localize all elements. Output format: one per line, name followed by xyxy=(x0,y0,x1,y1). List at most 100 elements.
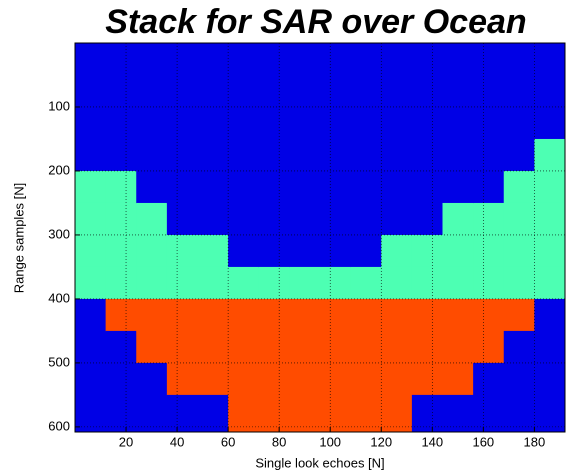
heatmap-cell xyxy=(228,43,260,76)
heatmap-cell xyxy=(503,106,535,140)
heatmap-cell xyxy=(320,362,352,396)
heatmap-cell xyxy=(197,43,229,76)
heatmap-cell xyxy=(503,298,535,332)
x-tick-label: 120 xyxy=(370,434,392,449)
heatmap-cell xyxy=(166,362,198,396)
heatmap-cell xyxy=(320,106,352,140)
heatmap-cell xyxy=(442,74,474,108)
heatmap-cell xyxy=(411,330,443,364)
heatmap-cell xyxy=(228,234,260,268)
heatmap-cell xyxy=(258,106,290,140)
heatmap-cell xyxy=(381,74,413,108)
heatmap-cell xyxy=(381,298,413,332)
heatmap-cell xyxy=(503,170,535,204)
heatmap-cell xyxy=(228,202,260,236)
heatmap-cell xyxy=(320,330,352,364)
heatmap-cell xyxy=(166,330,198,364)
heatmap-cell xyxy=(411,74,443,108)
heatmap-cell xyxy=(381,362,413,396)
heatmap-cell xyxy=(442,330,474,364)
heatmap-cell xyxy=(381,266,413,300)
heatmap-cell xyxy=(289,362,321,396)
heatmap-cell xyxy=(442,298,474,332)
heatmap-cell xyxy=(350,298,382,332)
heatmap-cell xyxy=(258,43,290,76)
heatmap-cell xyxy=(197,202,229,236)
x-tick-label: 140 xyxy=(421,434,443,449)
heatmap-cell xyxy=(350,330,382,364)
heatmap-cell xyxy=(534,170,566,204)
heatmap-cell xyxy=(381,106,413,140)
heatmap-cell xyxy=(289,330,321,364)
heatmap-cell xyxy=(411,170,443,204)
heatmap-cell xyxy=(75,330,107,364)
heatmap-cell xyxy=(503,138,535,172)
heatmap-cell xyxy=(534,394,566,433)
heatmap-cell xyxy=(289,298,321,332)
heatmap-cell xyxy=(197,138,229,172)
heatmap-cell xyxy=(503,43,535,76)
heatmap-cell xyxy=(411,298,443,332)
heatmap-cell xyxy=(75,138,107,172)
heatmap-cell xyxy=(411,106,443,140)
x-tick-label: 40 xyxy=(170,434,184,449)
heatmap-cell xyxy=(258,138,290,172)
heatmap-cell xyxy=(228,138,260,172)
y-tick-label: 100 xyxy=(48,98,70,113)
heatmap-cell xyxy=(105,330,137,364)
heatmap-cell xyxy=(381,234,413,268)
heatmap-cell xyxy=(320,202,352,236)
heatmap-cell xyxy=(197,394,229,433)
heatmap-cell xyxy=(166,74,198,108)
heatmap-cell xyxy=(320,394,352,433)
y-axis-label: Range samples [N] xyxy=(11,183,26,294)
heatmap-cell xyxy=(136,266,168,300)
heatmap-cell xyxy=(228,266,260,300)
heatmap-cell xyxy=(228,170,260,204)
heatmap-cell xyxy=(75,266,107,300)
heatmap-cell xyxy=(105,202,137,236)
heatmap-cell xyxy=(534,138,566,172)
heatmap-cell xyxy=(320,266,352,300)
heatmap-cell xyxy=(381,138,413,172)
heatmap-cell xyxy=(289,138,321,172)
heatmap-cell xyxy=(136,362,168,396)
heatmap-cell xyxy=(197,266,229,300)
heatmap-cell xyxy=(320,138,352,172)
heatmap-cell xyxy=(75,202,107,236)
heatmap-cell xyxy=(289,234,321,268)
heatmap-cell xyxy=(320,43,352,76)
heatmap-cell xyxy=(411,234,443,268)
heatmap-cell xyxy=(503,394,535,433)
heatmap-cell xyxy=(534,362,566,396)
heatmap-cell xyxy=(289,266,321,300)
heatmap-cell xyxy=(136,106,168,140)
heatmap-cell xyxy=(350,394,382,433)
heatmap-cell xyxy=(473,298,505,332)
heatmap-cell xyxy=(166,170,198,204)
x-tick-label: 100 xyxy=(319,434,341,449)
heatmap-cell xyxy=(136,74,168,108)
heatmap-cell xyxy=(320,234,352,268)
heatmap-cell xyxy=(503,362,535,396)
heatmap-cell xyxy=(197,330,229,364)
heatmap-cell xyxy=(289,202,321,236)
heatmap-cell xyxy=(166,138,198,172)
heatmap-cell xyxy=(473,362,505,396)
heatmap-cell xyxy=(442,234,474,268)
heatmap-cell xyxy=(473,234,505,268)
heatmap-cell xyxy=(136,202,168,236)
heatmap-cell xyxy=(258,74,290,108)
heatmap-cell xyxy=(411,202,443,236)
heatmap-cell xyxy=(136,43,168,76)
heatmap-cell xyxy=(166,394,198,433)
heatmap-cell xyxy=(503,74,535,108)
heatmap-cell xyxy=(228,106,260,140)
heatmap-cell xyxy=(381,202,413,236)
heatmap-cell xyxy=(320,170,352,204)
heatmap-cell xyxy=(258,362,290,396)
heatmap-cell xyxy=(105,106,137,140)
heatmap-cell xyxy=(534,74,566,108)
x-axis-label: Single look echoes [N] xyxy=(255,455,384,470)
